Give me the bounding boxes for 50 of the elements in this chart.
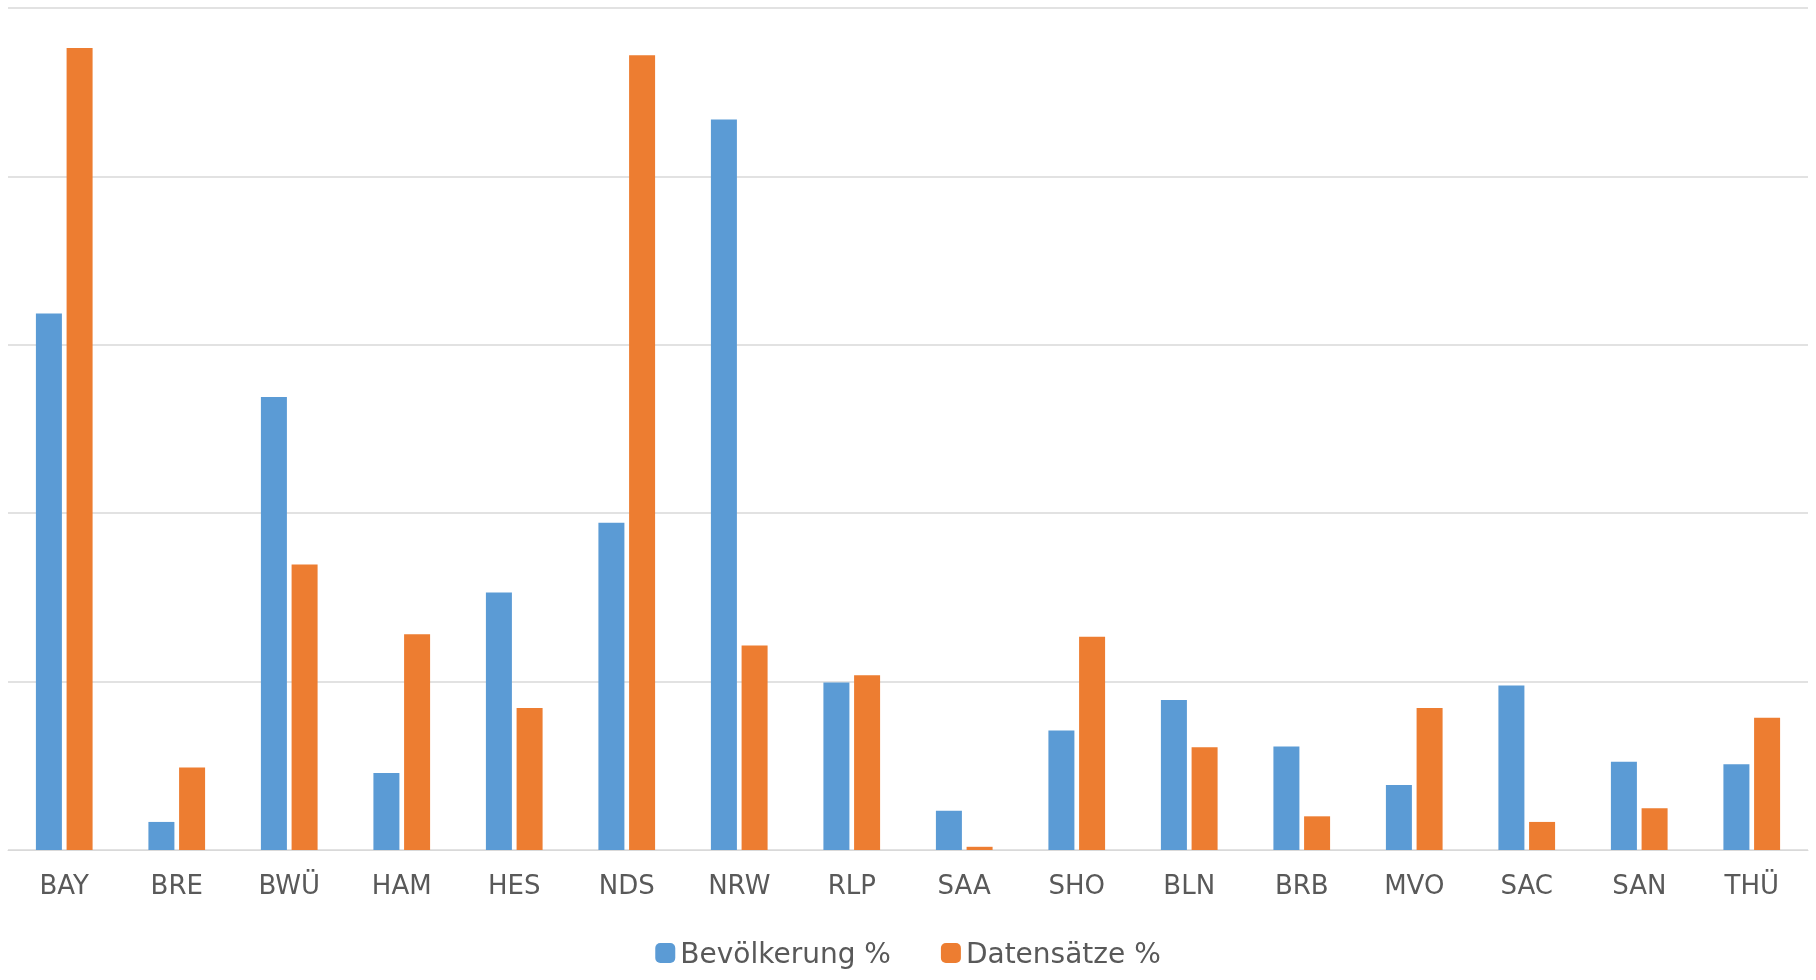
bar <box>1416 708 1443 850</box>
bar <box>1191 747 1218 850</box>
bar <box>598 522 625 850</box>
bar <box>1273 746 1300 850</box>
x-tick-label: BRB <box>1274 870 1329 900</box>
x-tick-label: BLN <box>1163 870 1216 900</box>
x-tick-label: THÜ <box>1723 869 1779 900</box>
x-tick-label: BWÜ <box>258 869 321 900</box>
bar <box>1048 730 1075 850</box>
bar <box>179 767 206 850</box>
bar <box>1160 700 1187 850</box>
bar <box>291 564 318 850</box>
bar <box>1304 816 1331 850</box>
bar <box>1385 785 1412 850</box>
bar <box>485 592 512 850</box>
x-tick-label: SAA <box>937 870 992 900</box>
bar <box>966 846 993 850</box>
bar <box>1610 761 1637 850</box>
bar <box>1079 636 1106 850</box>
bar <box>373 773 400 850</box>
bar <box>66 48 93 850</box>
bar <box>854 675 881 850</box>
bar <box>935 810 962 850</box>
bar <box>741 645 768 850</box>
legend-label: Datensätze % <box>965 936 1161 970</box>
x-tick-label: HES <box>488 870 541 900</box>
x-tick-label: MVO <box>1384 870 1445 900</box>
bar <box>148 821 175 850</box>
bar <box>629 55 656 850</box>
x-tick-label: HAM <box>371 870 432 900</box>
x-tick-label: NDS <box>598 870 655 900</box>
x-tick-label: BRE <box>150 870 203 900</box>
x-tick-label: SAC <box>1500 870 1553 900</box>
bar <box>1754 717 1781 850</box>
bar <box>823 682 850 850</box>
bar <box>260 396 287 850</box>
bar <box>1641 808 1668 850</box>
bar <box>1723 764 1750 850</box>
legend-label: Bevölkerung % <box>680 936 891 970</box>
bar <box>35 313 62 850</box>
x-tick-label: SHO <box>1048 870 1106 900</box>
x-tick-label: SAN <box>1612 870 1667 900</box>
bar <box>710 119 737 850</box>
x-tick-label: NRW <box>708 870 771 900</box>
bar <box>404 634 431 850</box>
bar <box>1498 685 1525 850</box>
bar <box>516 708 543 850</box>
bar <box>1529 821 1556 850</box>
x-tick-label: RLP <box>827 870 876 900</box>
x-tick-label: BAY <box>39 870 90 900</box>
